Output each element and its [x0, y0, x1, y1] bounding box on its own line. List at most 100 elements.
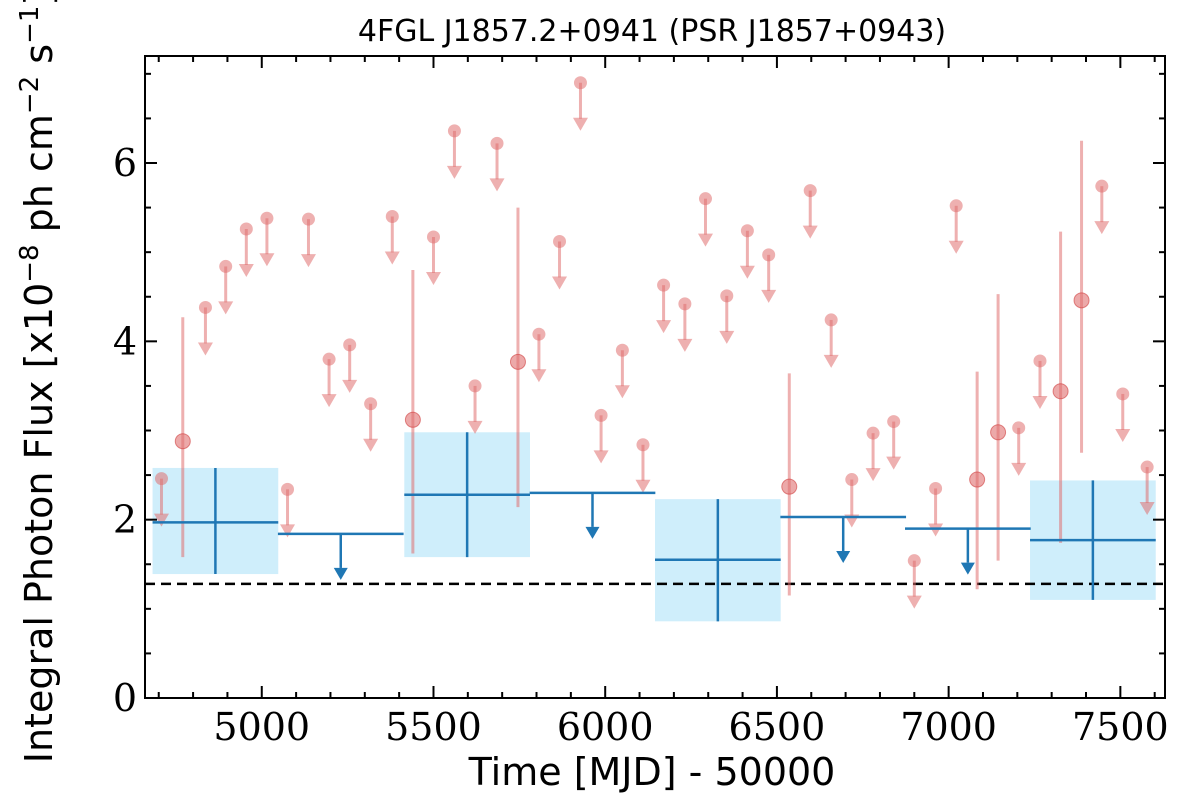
y-tick-label: 6: [113, 141, 137, 185]
short-ul-arrow-7: [321, 394, 337, 408]
short-ul-arrow-8: [342, 379, 358, 393]
short-ul-point-11: [426, 230, 440, 244]
x-tick-label: 7500: [1072, 705, 1169, 749]
short-ul-point-33: [929, 481, 943, 495]
short-ul-arrow-10: [384, 251, 400, 265]
short-ul-arrow-11: [425, 272, 441, 286]
short-ul-arrow-22: [677, 338, 693, 352]
short-ul-point-10: [385, 210, 399, 223]
short-ul-arrow-34: [948, 240, 964, 254]
short-ul-point-5: [281, 482, 295, 496]
short-ul-point-28: [824, 313, 838, 327]
short-ul-point-2: [219, 259, 233, 273]
short-ul-arrow-32: [906, 595, 922, 609]
short-det-point-1: [404, 411, 421, 428]
y-axis-label: Integral Photon Flux [x10−8 ph cm−2 s−1]: [15, 0, 61, 763]
y-tick-label: 4: [113, 319, 137, 363]
short-ul-point-21: [657, 278, 671, 292]
x-tick-label: 5000: [213, 705, 310, 749]
short-ul-arrow-19: [614, 385, 630, 399]
short-ul-point-36: [1033, 354, 1047, 368]
short-ul-point-26: [762, 248, 776, 262]
short-ul-arrow-12: [446, 165, 462, 179]
short-ul-point-31: [887, 415, 901, 429]
short-ul-arrow-16: [552, 276, 568, 290]
short-ul-point-22: [678, 297, 692, 311]
short-ul-point-16: [553, 234, 567, 248]
short-det-point-7: [1073, 292, 1090, 309]
short-det-point-0: [174, 433, 191, 450]
short-ul-point-19: [615, 343, 629, 357]
short-ul-point-7: [322, 352, 336, 366]
axis-ticks: 5000 5500 6000 6500 7000 7500 0 2 4 6: [113, 56, 1169, 749]
short-ul-point-17: [573, 76, 587, 90]
long-ul-arrow-1: [585, 526, 600, 539]
short-ul-point-12: [447, 124, 461, 138]
long-ul-arrow-0: [333, 567, 348, 580]
short-ul-arrow-0: [153, 513, 169, 527]
short-det-point-3: [781, 478, 798, 495]
short-ul-arrow-15: [531, 369, 547, 383]
long-ul-arrow-3: [960, 562, 975, 575]
short-ul-arrow-25: [739, 265, 755, 279]
short-ul-point-24: [720, 289, 734, 303]
short-ul-arrow-3: [238, 263, 254, 277]
short-ul-arrow-20: [635, 479, 651, 493]
short-ul-arrow-28: [823, 354, 839, 368]
short-ul-point-29: [845, 473, 859, 487]
short-ul-arrow-26: [761, 289, 777, 303]
short-ul-point-32: [907, 554, 921, 568]
short-ul-arrow-33: [928, 523, 944, 537]
short-ul-arrow-6: [300, 254, 316, 268]
x-axis-label: Time [MJD] - 50000: [468, 750, 836, 794]
short-ul-arrow-4: [259, 253, 275, 267]
short-ul-arrow-31: [886, 456, 902, 470]
short-ul-point-1: [198, 300, 212, 314]
short-ul-point-8: [343, 338, 357, 352]
short-ul-arrow-2: [218, 301, 234, 315]
short-ul-point-0: [154, 472, 168, 486]
short-ul-point-9: [364, 397, 378, 411]
x-tick-label: 6500: [729, 705, 826, 749]
short-ul-arrow-38: [1115, 428, 1131, 442]
x-tick-label: 5500: [385, 705, 482, 749]
chart-title: 4FGL J1857.2+0941 (PSR J1857+0943): [358, 14, 946, 49]
short-ul-arrow-17: [572, 117, 588, 131]
long-ul-arrow-2: [836, 550, 851, 563]
short-ul-arrow-24: [719, 330, 735, 344]
short-ul-arrow-18: [593, 450, 609, 464]
short-ul-point-39: [1140, 460, 1154, 474]
short-ul-point-30: [866, 426, 880, 440]
y-tick-label: 0: [113, 676, 137, 720]
short-ul-point-20: [636, 438, 650, 452]
short-ul-point-27: [803, 184, 817, 198]
y-tick-label: 2: [113, 498, 137, 542]
short-ul-arrow-35: [1011, 462, 1027, 476]
short-ul-arrow-36: [1032, 395, 1048, 409]
short-ul-point-14: [490, 136, 504, 150]
short-ul-arrow-27: [802, 225, 818, 239]
short-ul-point-13: [468, 379, 482, 393]
short-det-point-4: [969, 471, 986, 488]
short-ul-point-4: [260, 211, 274, 225]
short-det-point-2: [509, 353, 526, 370]
short-ul-arrow-13: [467, 420, 483, 434]
short-ul-point-38: [1116, 387, 1130, 401]
short-ul-point-6: [301, 212, 315, 226]
short-ul-point-18: [594, 408, 608, 422]
short-ul-arrow-37: [1094, 221, 1110, 235]
short-ul-arrow-39: [1139, 502, 1155, 516]
short-ul-arrow-14: [489, 178, 505, 192]
short-ul-point-15: [532, 327, 546, 341]
short-ul-arrow-30: [865, 468, 881, 482]
short-ul-arrow-21: [656, 320, 672, 334]
short-ul-point-35: [1012, 421, 1026, 435]
plot-frame: [144, 55, 1166, 699]
short-ul-point-25: [740, 224, 754, 238]
short-ul-arrow-5: [280, 524, 296, 538]
short-ul-arrow-23: [697, 233, 713, 247]
x-tick-label: 7000: [900, 705, 997, 749]
short-ul-point-37: [1095, 179, 1109, 193]
short-ul-arrow-9: [363, 438, 379, 452]
